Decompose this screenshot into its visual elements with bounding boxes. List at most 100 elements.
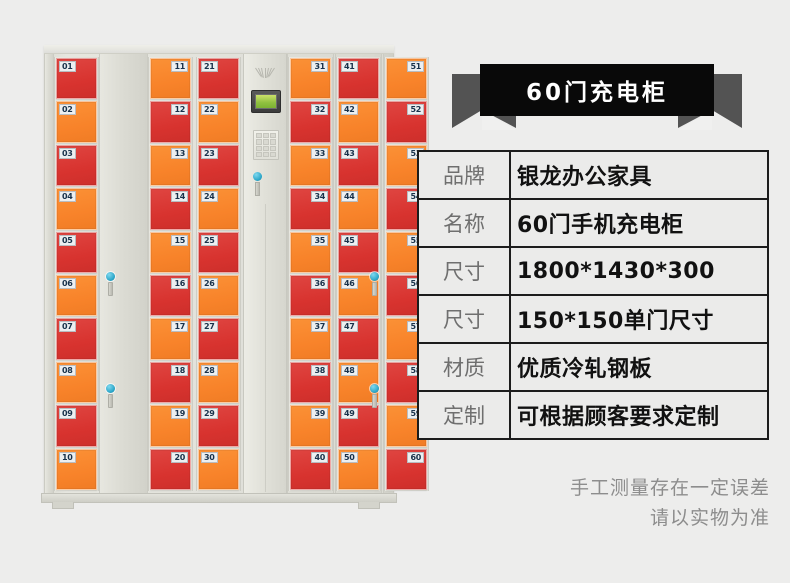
keypad-key[interactable] — [270, 151, 276, 157]
specification-table: 品牌 银龙办公家具 名称 60门手机充电柜 尺寸 1800*1430*300 尺寸 150*1… — [417, 150, 769, 440]
locker-door[interactable]: 45 — [338, 231, 379, 274]
door-lock-body-icon — [108, 394, 113, 408]
locker-door[interactable]: 24 — [198, 188, 239, 230]
lcd-display — [251, 90, 281, 113]
locker-door[interactable]: 41 — [338, 58, 379, 100]
banner-title: 60门充电柜 — [525, 80, 668, 106]
locker-door[interactable]: 16 — [150, 275, 191, 317]
door-lock-knob-icon[interactable] — [106, 384, 115, 393]
locker-door[interactable]: 21 — [198, 58, 239, 100]
locker-door[interactable]: 43 — [338, 144, 379, 187]
keypad-key[interactable] — [256, 151, 262, 157]
panel-lock-body-icon — [255, 182, 260, 196]
locker-door[interactable]: 23 — [198, 144, 239, 187]
keypad-key[interactable] — [263, 145, 269, 151]
keypad-key[interactable] — [263, 151, 269, 157]
keypad-key[interactable] — [270, 139, 276, 145]
door-lock-body-icon — [108, 282, 113, 296]
locker-door[interactable]: 02 — [56, 101, 97, 143]
locker-number-label: 20 — [171, 451, 188, 463]
door-lock-knob-icon[interactable] — [106, 272, 115, 281]
locker-door[interactable]: 38 — [290, 361, 331, 404]
locker-door[interactable]: 07 — [56, 318, 97, 360]
locker-number-label: 03 — [59, 147, 76, 159]
locker-door[interactable]: 42 — [338, 101, 379, 143]
locker-number-label: 50 — [341, 451, 358, 463]
locker-door[interactable]: 28 — [198, 361, 239, 404]
locker-door[interactable]: 44 — [338, 188, 379, 230]
locker-door[interactable]: 22 — [198, 101, 239, 143]
locker-door[interactable]: 49 — [338, 405, 379, 447]
locker-door[interactable]: 26 — [198, 275, 239, 317]
cabinet-door-stile — [381, 54, 384, 494]
locker-door[interactable]: 52 — [386, 101, 427, 143]
locker-door[interactable]: 25 — [198, 231, 239, 274]
locker-number-label: 24 — [201, 191, 218, 203]
locker-door[interactable]: 51 — [386, 58, 427, 100]
keypad-key[interactable] — [263, 139, 269, 145]
locker-door[interactable]: 13 — [150, 144, 191, 187]
locker-door[interactable]: 60 — [386, 448, 427, 491]
locker-number-label: 17 — [171, 321, 188, 333]
panel-lock-knob-icon[interactable] — [253, 172, 262, 181]
locker-number-label: 49 — [341, 408, 358, 420]
door-lock-body-icon — [372, 282, 377, 296]
locker-number-label: 44 — [341, 191, 358, 203]
locker-number-label: 52 — [407, 104, 424, 116]
locker-number-label: 09 — [59, 408, 76, 420]
locker-door[interactable]: 27 — [198, 318, 239, 360]
keypad-key[interactable] — [263, 133, 269, 139]
locker-door[interactable]: 10 — [56, 448, 97, 491]
locker-door[interactable]: 32 — [290, 101, 331, 143]
locker-door[interactable]: 36 — [290, 275, 331, 317]
locker-door[interactable]: 06 — [56, 275, 97, 317]
door-lock-knob-icon[interactable] — [370, 384, 379, 393]
locker-door[interactable]: 05 — [56, 231, 97, 274]
locker-door[interactable]: 20 — [150, 448, 191, 491]
locker-door[interactable]: 50 — [338, 448, 379, 491]
keypad-key[interactable] — [256, 139, 262, 145]
cabinet-foot-left — [52, 502, 74, 509]
locker-number-label: 10 — [59, 451, 76, 463]
locker-door[interactable]: 35 — [290, 231, 331, 274]
locker-number-label: 08 — [59, 364, 76, 376]
locker-number-label: 37 — [311, 321, 328, 333]
keypad-key[interactable] — [270, 145, 276, 151]
spec-row: 定制 可根据顾客要求定制 — [417, 390, 769, 440]
disclaimer-line-1: 手工测量存在一定误差 — [569, 477, 770, 499]
locker-door[interactable]: 18 — [150, 361, 191, 404]
locker-door[interactable]: 39 — [290, 405, 331, 447]
locker-door[interactable]: 09 — [56, 405, 97, 447]
locker-door[interactable]: 31 — [290, 58, 331, 100]
locker-door[interactable]: 17 — [150, 318, 191, 360]
locker-door[interactable]: 30 — [198, 448, 239, 491]
locker-door[interactable]: 01 — [56, 58, 97, 100]
door-lock-knob-icon[interactable] — [370, 272, 379, 281]
locker-door[interactable]: 29 — [198, 405, 239, 447]
locker-door[interactable]: 15 — [150, 231, 191, 274]
ventilation-icon — [255, 67, 277, 80]
panel-seam — [265, 204, 266, 492]
keypad[interactable] — [253, 130, 279, 160]
cabinet-base — [41, 493, 397, 503]
spec-value: 150*150单门尺寸 — [509, 294, 769, 344]
locker-door[interactable]: 08 — [56, 361, 97, 404]
locker-door[interactable]: 47 — [338, 318, 379, 360]
locker-door[interactable]: 34 — [290, 188, 331, 230]
locker-door[interactable]: 40 — [290, 448, 331, 491]
locker-door[interactable]: 37 — [290, 318, 331, 360]
locker-door[interactable]: 03 — [56, 144, 97, 187]
locker-door[interactable]: 04 — [56, 188, 97, 230]
keypad-key[interactable] — [256, 145, 262, 151]
keypad-key[interactable] — [270, 133, 276, 139]
control-panel[interactable] — [243, 54, 287, 494]
keypad-key[interactable] — [256, 133, 262, 139]
locker-door[interactable]: 11 — [150, 58, 191, 100]
locker-door[interactable]: 12 — [150, 101, 191, 143]
locker-door[interactable]: 19 — [150, 405, 191, 447]
cabinet-door-stile — [333, 54, 336, 494]
locker-column: 11 12 13 14 15 16 17 18 19 20 — [148, 57, 193, 491]
locker-door[interactable]: 14 — [150, 188, 191, 230]
locker-door[interactable]: 33 — [290, 144, 331, 187]
spec-row: 名称 60门手机充电柜 — [417, 198, 769, 248]
